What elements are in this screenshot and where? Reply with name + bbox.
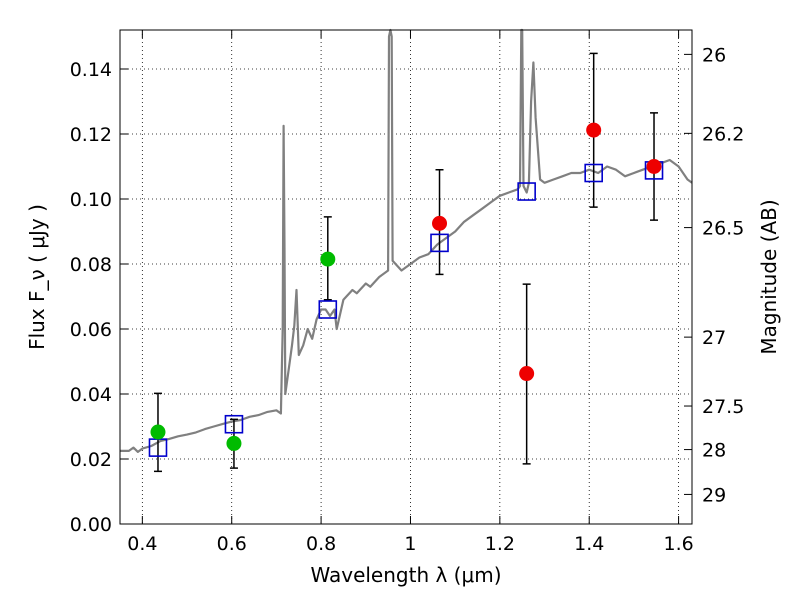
data-point [320,251,336,267]
right-tick-label: 26.5 [702,218,744,240]
model-point [318,300,338,319]
y-tick-label: 0.04 [70,384,112,406]
data-point [586,122,602,138]
data-point [519,366,535,382]
y-tick-label: 0.06 [70,319,112,341]
data-point [226,435,242,451]
model-point [430,233,449,253]
right-tick-label: 26 [702,44,726,66]
ticks [120,30,692,525]
plot-frame [119,29,693,525]
right-tick-label: 26.2 [702,123,744,145]
x-tick-label: 0.4 [127,533,157,555]
x-tick-label: 0.6 [217,533,247,555]
x-tick-label: 0.8 [306,533,336,555]
markers [148,122,664,457]
error-bars [153,52,659,473]
right-tick-label: 27.5 [702,396,744,418]
x-axis-label: Wavelength λ (μm) [310,563,501,587]
y-tick-label: 0.08 [70,254,112,276]
right-tick-label: 29 [702,484,726,506]
spectrum-line [120,28,693,453]
model-point [224,414,244,434]
y-tick-label: 0.02 [70,449,112,471]
spectrum-layer [120,28,693,453]
y-tick-label: 0.14 [70,59,112,81]
y-tick-label: 0.10 [70,189,112,211]
tick-labels: 0.4 0.6 0.8 1 1.2 1.4 1.6 0.00 0.02 0.04 0.06 0.08 0… [70,44,745,555]
y-axis-right-label: Magnitude (AB) [757,199,781,354]
y-tick-label: 0.00 [70,514,112,536]
data-point [432,215,448,231]
right-tick-label: 27 [702,327,726,349]
model-point [517,182,536,201]
x-tick-label: 1.4 [574,533,604,555]
data-point [150,424,166,440]
model-point [584,163,603,183]
x-tick-label: 1 [404,533,416,555]
x-tick-label: 1.2 [485,533,515,555]
data-point [646,159,662,174]
grid [120,30,692,525]
y-tick-label: 0.12 [70,124,112,146]
x-tick-label: 1.6 [663,533,693,555]
right-tick-label: 28 [702,440,726,462]
y-axis-label: Flux F_ν ( μJy ) [25,204,49,350]
